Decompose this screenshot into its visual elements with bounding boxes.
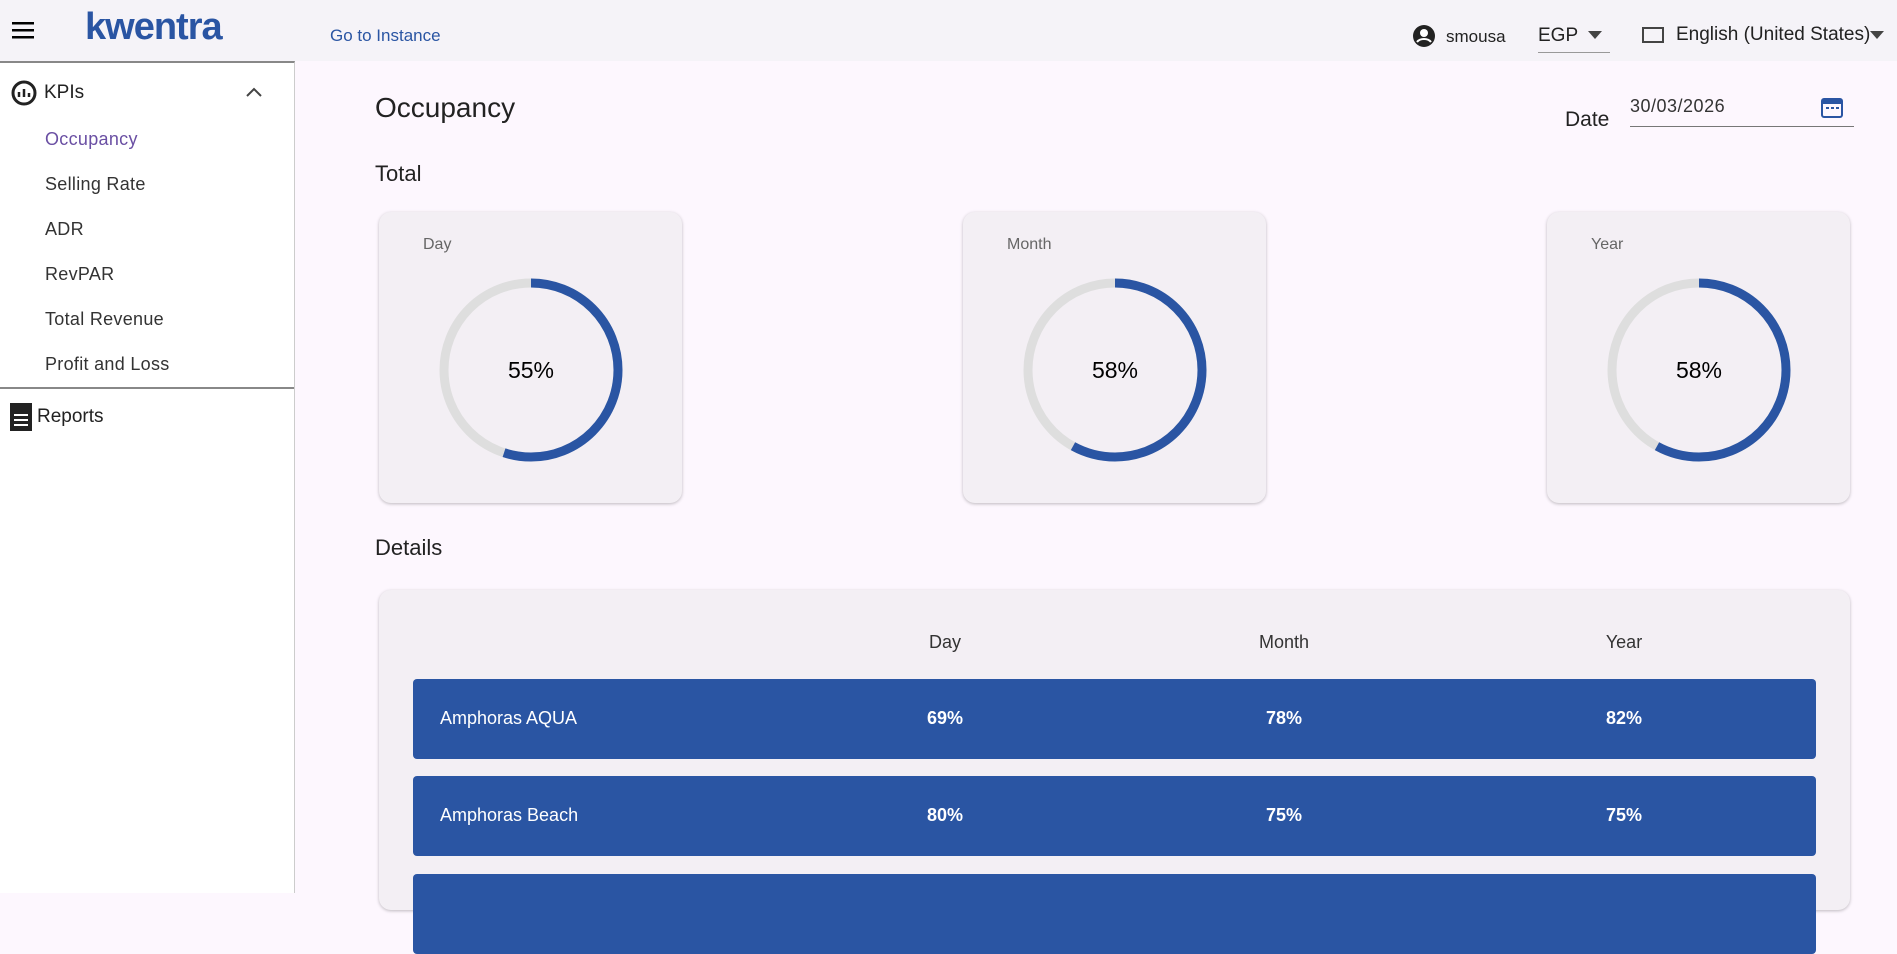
table-cell: 82% [1605,708,1643,728]
divider [0,387,294,389]
logo[interactable]: kwentra [85,6,223,48]
date-label: Date [1565,108,1610,131]
nav-item[interactable]: ADR [45,219,84,239]
gauge-label: Month [1007,236,1052,253]
section-title: Details [375,535,443,560]
gauge-arc [1023,278,1207,462]
column-header: Year [1605,632,1643,652]
section-title: Total [375,161,422,186]
date-input[interactable]: 30/03/2026 [1630,96,1726,116]
gauge-arc [439,278,623,462]
gauge-label: Day [423,236,452,253]
currency-select[interactable]: EGP [1538,25,1579,46]
gauge-arc [1607,278,1791,462]
page-title: Occupancy [375,92,516,123]
gauge-label: Year [1591,236,1624,253]
dropdown-arrow [1870,31,1884,39]
gauge-value: 55% [508,357,554,383]
nav-item[interactable]: Occupancy [45,129,138,149]
table-cell: 75% [1265,805,1303,825]
go-to-instance[interactable]: Go to Instance [330,26,441,45]
table-cell: 78% [1265,708,1303,728]
gauge: 58% [1607,278,1791,462]
column-header: Month [1258,632,1310,652]
collapse-icon[interactable] [246,87,262,97]
gauge-value: 58% [1092,357,1138,383]
reports-icon [10,403,32,431]
header: kwentra Go to Instance smousa EGP Englis… [0,0,1897,61]
reports-link[interactable]: Reports [37,406,104,427]
language-select[interactable]: English (United States) [1676,24,1871,45]
username[interactable]: smousa [1446,27,1506,46]
gauge-value: 58% [1676,357,1722,383]
nav-item[interactable]: Selling Rate [45,174,146,194]
language-icon [1642,27,1664,43]
row-name: Amphoras Beach [440,805,579,825]
column-header: Day [928,632,961,652]
gauge-card: Year 58% [1547,212,1850,503]
table-cell: 69% [926,708,964,728]
row-name: Amphoras AQUA [440,708,578,728]
user-icon [1413,25,1435,47]
gauge: 58% [1023,278,1207,462]
underline [1630,126,1854,127]
kpi-icon [11,80,37,106]
underline [1538,52,1610,53]
nav-item[interactable]: RevPAR [45,264,115,284]
menu-icon[interactable] [12,20,36,40]
nav-item[interactable]: Profit and Loss [45,354,170,374]
gauge-card: Day 55% [379,212,682,503]
kpis-group[interactable]: KPIs [44,82,85,103]
calendar-icon[interactable] [1821,96,1843,118]
nav-item[interactable]: Total Revenue [45,309,164,329]
table-cell: 75% [1605,805,1643,825]
table-row: Amphoras Beach 80% 75% 75% [413,776,1816,856]
gauge: 55% [439,278,623,462]
sidebar: KPIs Occupancy Selling Rate ADR RevPAR Total… [0,61,295,893]
table-cell: 80% [926,805,964,825]
dropdown-arrow [1588,31,1602,39]
gauge-card: Month 58% [963,212,1266,503]
table-row [413,874,1816,954]
table-row: Amphoras AQUA 69% 78% 82% [413,679,1816,759]
